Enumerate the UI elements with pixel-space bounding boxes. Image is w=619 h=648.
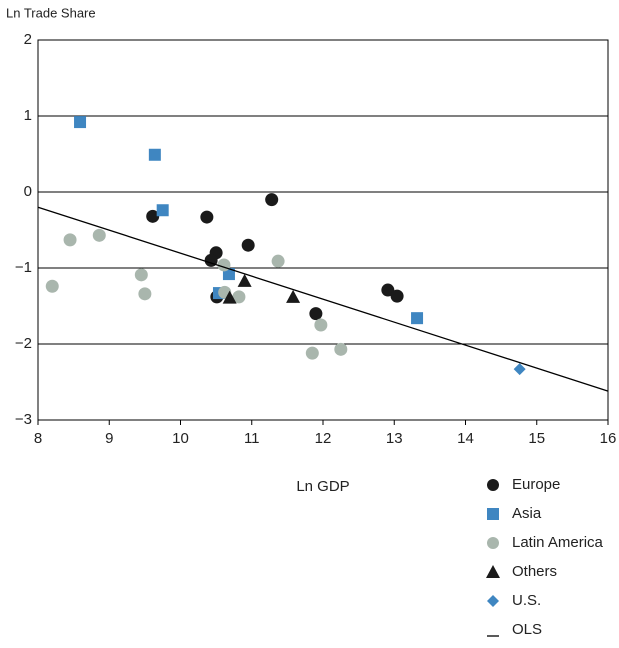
y-tick-label: 0: [24, 183, 32, 200]
legend-marker: [486, 565, 500, 578]
point: [513, 363, 526, 376]
point: [232, 290, 246, 304]
point: [138, 287, 152, 301]
legend-label: OLS: [512, 621, 542, 638]
y-tick-label: −2: [15, 335, 32, 352]
legend-label: Latin America: [512, 534, 604, 551]
x-tick-label: 8: [34, 430, 42, 447]
x-tick-label: 13: [386, 430, 403, 447]
point: [200, 210, 214, 224]
point: [134, 268, 148, 282]
point: [390, 289, 404, 303]
point: [305, 346, 319, 360]
point: [309, 307, 323, 321]
point: [334, 342, 348, 356]
legend-label: U.S.: [512, 592, 541, 609]
legend-marker: [487, 508, 499, 520]
point: [314, 318, 328, 332]
ols-line: [37, 206, 609, 392]
x-tick-label: 12: [315, 430, 332, 447]
legend-label: Asia: [512, 505, 542, 522]
point: [222, 290, 237, 304]
legend-marker: [487, 537, 499, 549]
point: [146, 209, 160, 223]
point: [217, 258, 231, 272]
legend-label: Others: [512, 563, 557, 580]
y-axis-label: Ln Trade Share: [6, 5, 96, 20]
point: [45, 279, 59, 293]
point: [381, 283, 395, 297]
x-axis-label: Ln GDP: [296, 478, 349, 495]
point: [286, 289, 301, 303]
y-tick-label: −1: [15, 259, 32, 276]
x-tick-label: 15: [528, 430, 545, 447]
x-tick-label: 10: [172, 430, 189, 447]
x-tick-label: 16: [600, 430, 617, 447]
x-tick-label: 11: [244, 430, 260, 447]
legend-label: Europe: [512, 476, 560, 493]
y-tick-label: 1: [24, 107, 32, 124]
point: [63, 233, 77, 247]
legend-marker: [487, 479, 499, 491]
x-tick-label: 14: [457, 430, 474, 447]
point: [237, 273, 252, 287]
point: [156, 204, 169, 217]
point: [411, 312, 424, 325]
point: [241, 238, 255, 252]
point: [271, 254, 285, 268]
point: [74, 116, 87, 129]
point: [148, 148, 161, 161]
plot-frame: [37, 39, 609, 421]
point: [92, 228, 106, 242]
y-tick-label: 2: [24, 31, 32, 48]
point: [265, 193, 279, 207]
legend-marker: [487, 595, 499, 607]
y-tick-label: −3: [15, 411, 32, 428]
x-tick-label: 9: [105, 430, 113, 447]
